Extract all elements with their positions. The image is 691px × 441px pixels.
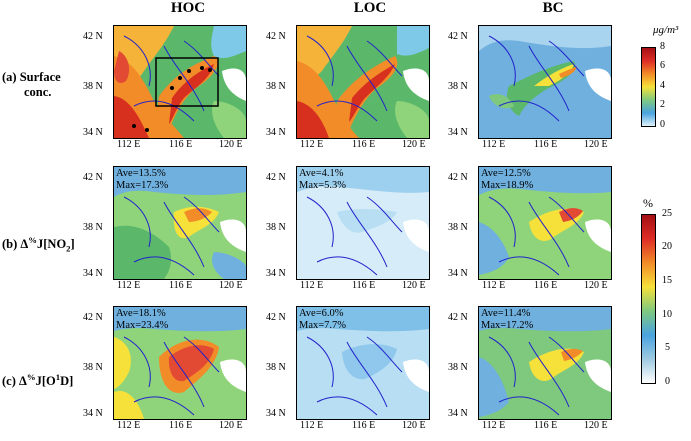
- colorbar-conc-unit: μg/m³: [653, 24, 679, 36]
- lon-tick-label: 120 E: [219, 139, 243, 150]
- lon-tick-label: 112 E: [300, 280, 324, 291]
- lon-tick-label: 116 E: [534, 420, 558, 431]
- stats-b-hoc: Ave=13.5% Max=17.3%: [116, 168, 169, 191]
- lat-tick-label: 42 N: [83, 31, 103, 42]
- lon-tick-label: 116 E: [534, 280, 558, 291]
- lon-tick-label: 116 E: [534, 139, 558, 150]
- lon-tick-label: 120 E: [219, 280, 243, 291]
- map-c-bc: Ave=11.4% Max=17.2%: [478, 306, 612, 420]
- lat-tick-label: 38 N: [448, 81, 468, 92]
- lat-tick-label: 34 N: [83, 127, 103, 138]
- cb-conc-tick-0: 0: [660, 119, 665, 130]
- lon-tick-label: 120 E: [219, 420, 243, 431]
- lat-tick-label: 38 N: [448, 362, 468, 373]
- lon-tick-label: 116 E: [352, 139, 376, 150]
- stats-c-loc: Ave=6.0% Max=7.7%: [299, 308, 347, 331]
- lon-tick-label: 112 E: [482, 280, 506, 291]
- lon-tick-label: 112 E: [482, 420, 506, 431]
- lon-tick-label: 120 E: [402, 280, 426, 291]
- lat-tick-label: 38 N: [448, 222, 468, 233]
- cb-pct-tick-5: 5: [665, 342, 670, 353]
- stats-c-hoc: Ave=18.1% Max=23.4%: [116, 308, 169, 331]
- lon-tick-label: 116 E: [169, 280, 193, 291]
- lat-tick-label: 42 N: [448, 31, 468, 42]
- column-title-bc: BC: [542, 0, 564, 16]
- lon-tick-label: 112 E: [300, 139, 324, 150]
- cb-pct-tick-0: 0: [665, 376, 670, 387]
- cb-pct-tick-10: 10: [662, 309, 672, 320]
- lat-tick-label: 34 N: [448, 408, 468, 419]
- lat-tick-label: 42 N: [448, 172, 468, 183]
- stats-b-bc: Ave=12.5% Max=18.9%: [481, 168, 534, 191]
- lat-tick-label: 38 N: [266, 362, 286, 373]
- lon-tick-label: 116 E: [352, 420, 376, 431]
- lon-tick-label: 116 E: [169, 420, 193, 431]
- stats-c-bc: Ave=11.4% Max=17.2%: [481, 308, 534, 331]
- map-b-loc: Ave=4.1% Max=5.3%: [296, 166, 430, 280]
- cb-pct-tick-20: 20: [662, 241, 672, 252]
- lat-tick-label: 42 N: [83, 312, 103, 323]
- cb-pct-tick-15: 15: [662, 275, 672, 286]
- map-b-bc: Ave=12.5% Max=18.9%: [478, 166, 612, 280]
- lat-tick-label: 34 N: [83, 268, 103, 279]
- lon-tick-label: 120 E: [584, 420, 608, 431]
- colorbar-pct-unit: %: [643, 196, 653, 210]
- lat-tick-label: 42 N: [266, 312, 286, 323]
- lon-tick-label: 112 E: [482, 139, 506, 150]
- lon-tick-label: 120 E: [584, 139, 608, 150]
- lat-tick-label: 42 N: [83, 172, 103, 183]
- lon-tick-label: 112 E: [117, 139, 141, 150]
- row-label-a: (a) Surface conc.: [2, 70, 61, 99]
- lon-tick-label: 116 E: [352, 280, 376, 291]
- lat-tick-label: 34 N: [266, 268, 286, 279]
- column-title-hoc: HOC: [170, 0, 206, 16]
- lat-tick-label: 34 N: [83, 408, 103, 419]
- row-label-b: (b) Δ%J[NO2]: [2, 235, 75, 254]
- column-title-loc: LOC: [353, 0, 387, 16]
- map-a-bc: [478, 25, 612, 139]
- cb-conc-tick-8: 8: [660, 41, 665, 52]
- stats-b-loc: Ave=4.1% Max=5.3%: [299, 168, 347, 191]
- lat-tick-label: 42 N: [266, 172, 286, 183]
- cb-conc-tick-2: 2: [660, 99, 665, 110]
- map-a-loc: [296, 25, 430, 139]
- cb-pct-tick-25: 25: [662, 208, 672, 219]
- lon-tick-label: 116 E: [169, 139, 193, 150]
- lat-tick-label: 38 N: [83, 81, 103, 92]
- lat-tick-label: 38 N: [83, 362, 103, 373]
- map-a-hoc: [113, 25, 247, 139]
- map-b-hoc: Ave=13.5% Max=17.3%: [113, 166, 247, 280]
- lat-tick-label: 34 N: [266, 408, 286, 419]
- lon-tick-label: 112 E: [117, 280, 141, 291]
- lat-tick-label: 34 N: [448, 127, 468, 138]
- row-label-c: (c) Δ%J[O1D]: [2, 372, 74, 389]
- lon-tick-label: 120 E: [584, 280, 608, 291]
- colorbar-conc: [641, 47, 656, 127]
- lat-tick-label: 42 N: [448, 312, 468, 323]
- lon-tick-label: 112 E: [300, 420, 324, 431]
- map-c-hoc: Ave=18.1% Max=23.4%: [113, 306, 247, 420]
- lat-tick-label: 38 N: [266, 222, 286, 233]
- cb-conc-tick-4: 4: [660, 80, 665, 91]
- lon-tick-label: 120 E: [402, 139, 426, 150]
- map-c-loc: Ave=6.0% Max=7.7%: [296, 306, 430, 420]
- lat-tick-label: 38 N: [83, 222, 103, 233]
- lat-tick-label: 38 N: [266, 81, 286, 92]
- lat-tick-label: 34 N: [448, 268, 468, 279]
- lon-tick-label: 120 E: [402, 420, 426, 431]
- colorbar-pct: [641, 214, 656, 384]
- lon-tick-label: 112 E: [117, 420, 141, 431]
- lat-tick-label: 42 N: [266, 31, 286, 42]
- cb-conc-tick-6: 6: [660, 60, 665, 71]
- lat-tick-label: 34 N: [266, 127, 286, 138]
